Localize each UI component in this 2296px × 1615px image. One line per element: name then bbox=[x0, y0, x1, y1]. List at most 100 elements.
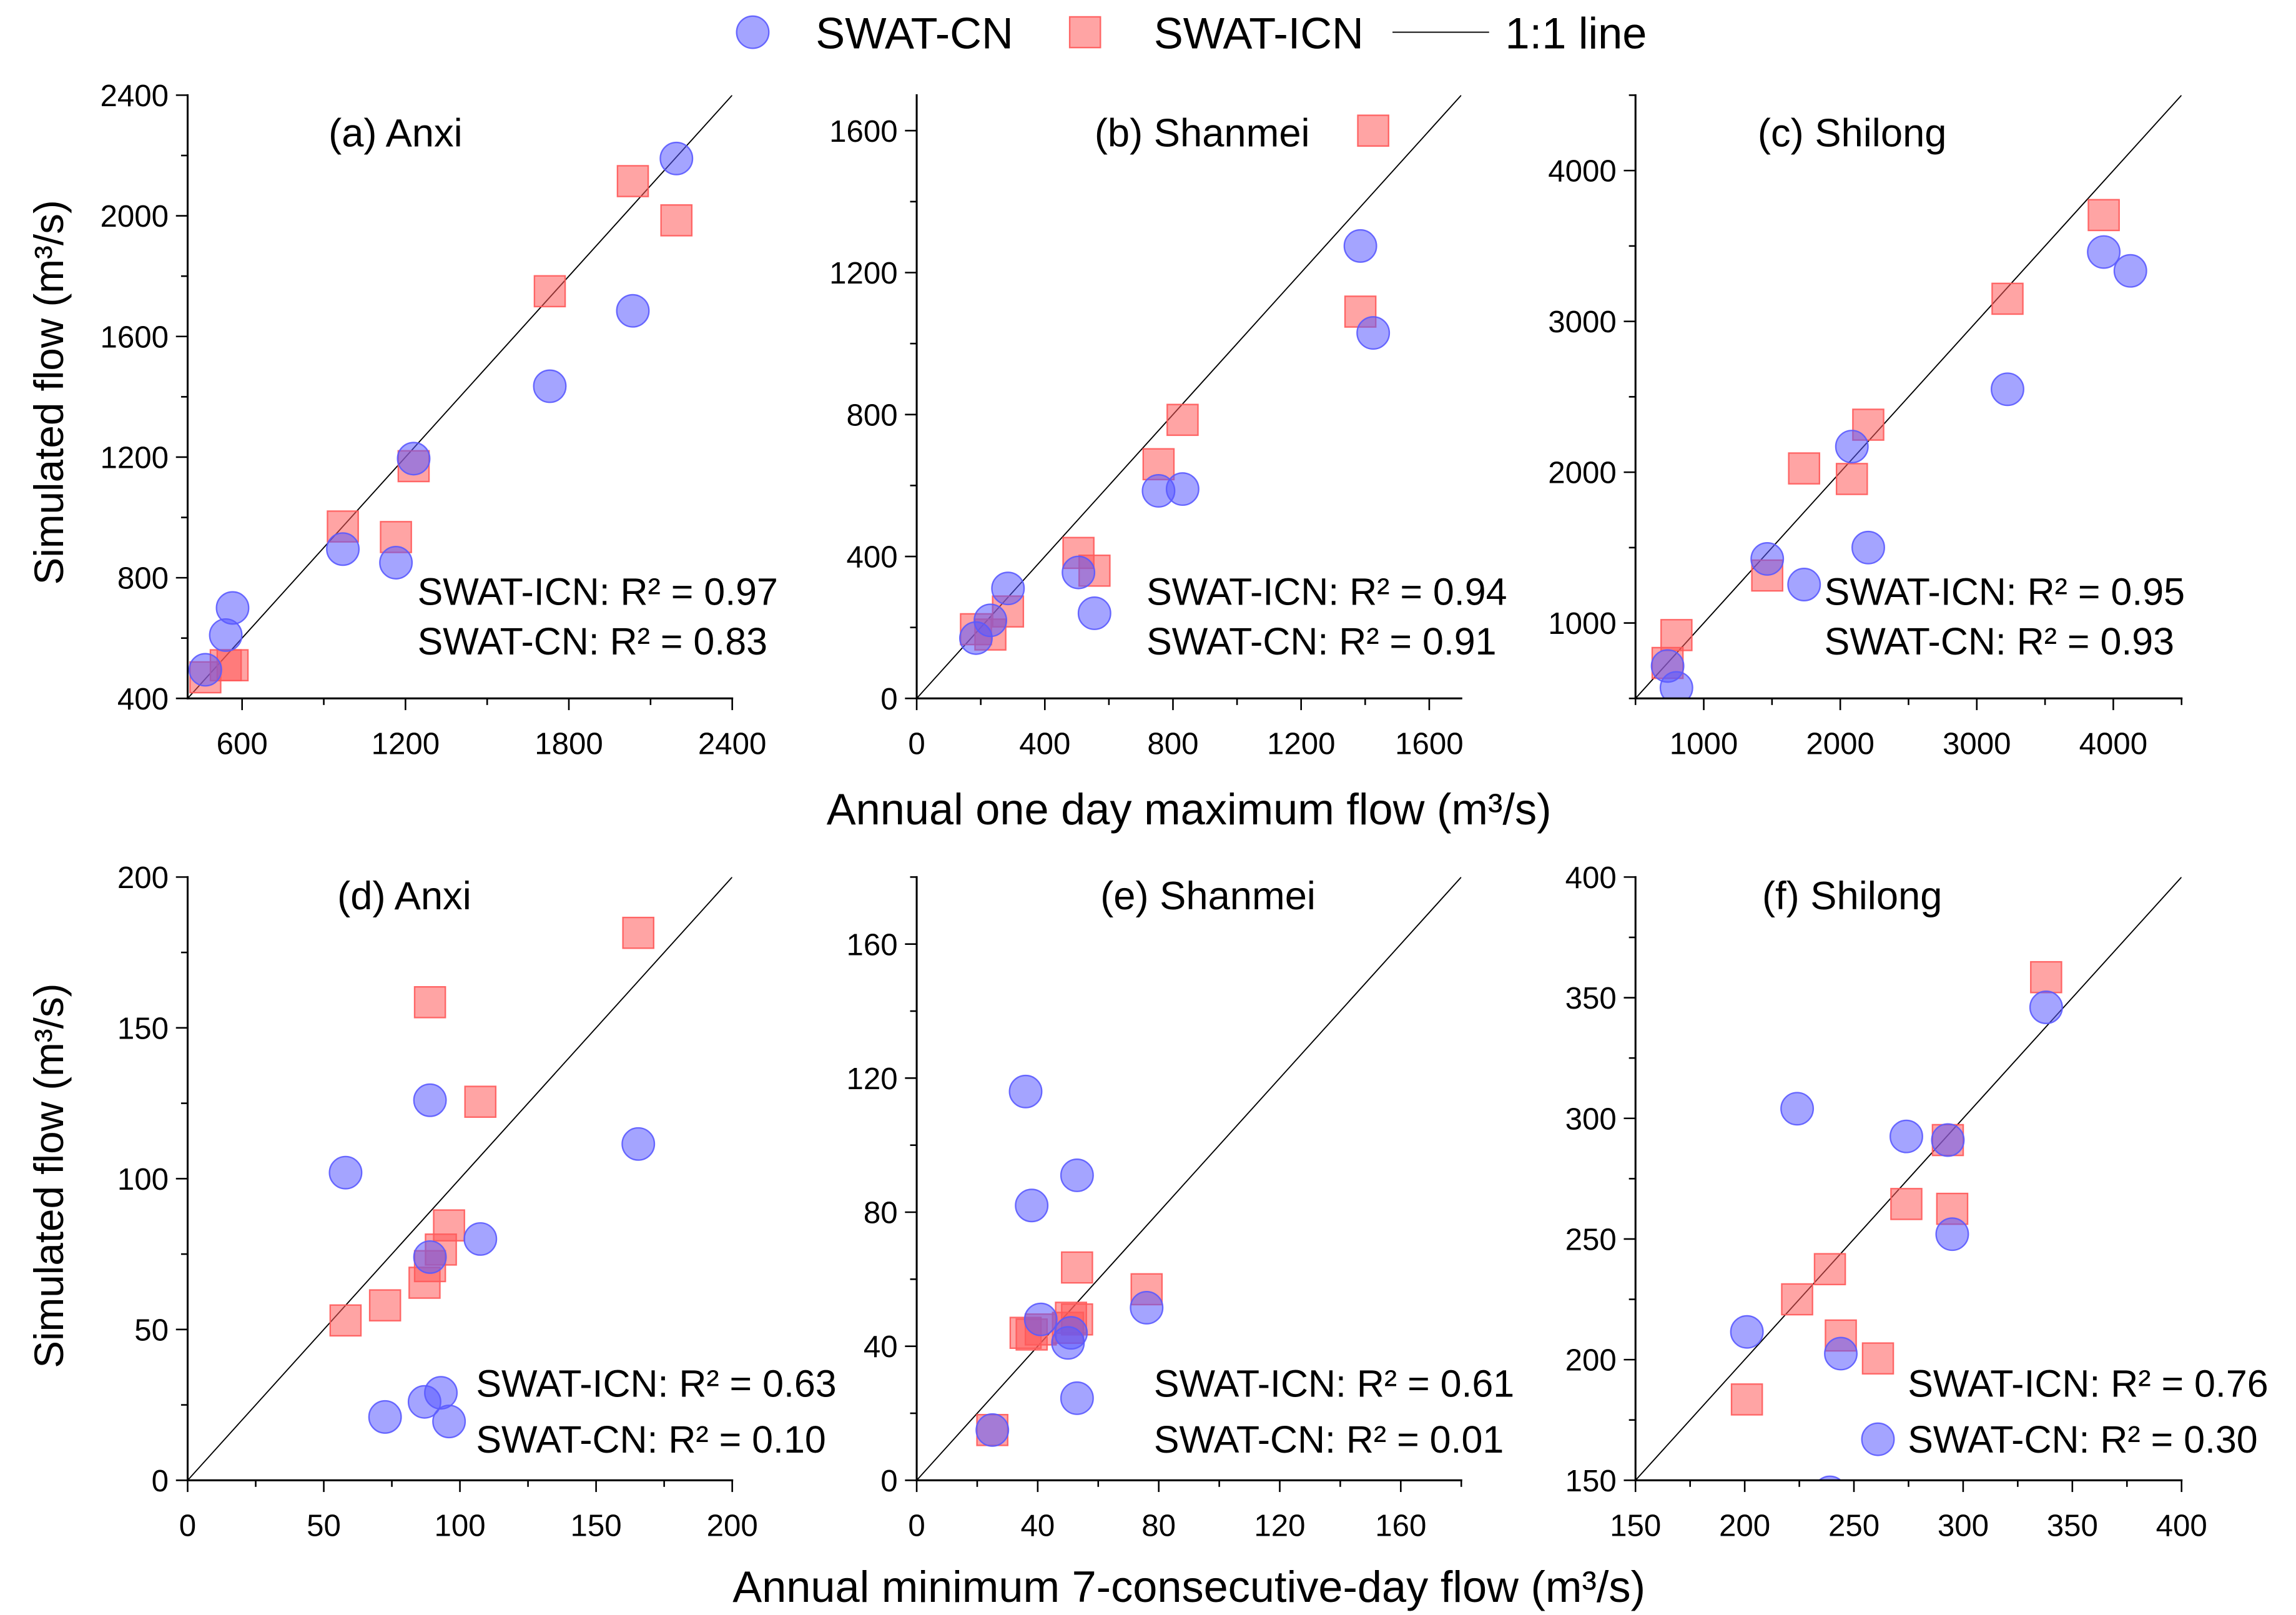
plot-area bbox=[1635, 877, 2182, 1481]
x-tick-label: 400 bbox=[2156, 1508, 2207, 1543]
y-tick-label: 1200 bbox=[101, 441, 169, 475]
legend-swat-cn-marker bbox=[736, 15, 770, 49]
x-tick-label: 800 bbox=[1147, 726, 1198, 761]
swat-cn-point bbox=[1130, 1290, 1164, 1325]
panel-f: 150 200 250 300 350 400 150 200 250 300 350 400 (f) … bbox=[1565, 861, 2269, 1543]
swat-cn-point bbox=[2087, 235, 2121, 269]
x-tick-label: 50 bbox=[307, 1508, 341, 1543]
r2-annotation-swat-cn: SWAT-CN: R² = 0.93 bbox=[1825, 620, 2174, 663]
y-tick-label: 1600 bbox=[101, 320, 169, 354]
swat-cn-point bbox=[1818, 1475, 1842, 1481]
swat-cn-point bbox=[1835, 430, 1869, 464]
panel-e: 0 40 80 120 160 0 40 80 120 160 (e) Shanmei SWAT-IC… bbox=[846, 874, 1514, 1543]
y-tick-label: 400 bbox=[846, 540, 897, 575]
panels: 600 1200 1800 24004008001200160020002400(a)… bbox=[101, 79, 2269, 1543]
swat-cn-point bbox=[1861, 1422, 1895, 1456]
swat-icn-point bbox=[616, 165, 649, 197]
swat-cn-point bbox=[463, 1222, 498, 1256]
swat-icn-point bbox=[1061, 1251, 1093, 1284]
x-tick-label: 120 bbox=[1254, 1508, 1305, 1543]
y-tick-label: 40 bbox=[864, 1330, 898, 1364]
y-tick-label: 150 bbox=[1565, 1464, 1617, 1498]
x-axis-title-top: Annual one day maximum flow (m³/s) bbox=[827, 784, 1552, 834]
swat-icn-point bbox=[660, 204, 693, 237]
y-tick-label: 80 bbox=[864, 1196, 898, 1230]
swat-cn-point bbox=[1730, 1315, 1764, 1349]
swat-cn-point bbox=[368, 1400, 402, 1434]
swat-cn-point bbox=[991, 571, 1025, 606]
swat-cn-point bbox=[1023, 1302, 1058, 1336]
x-tick-label: 1800 bbox=[535, 726, 603, 761]
swat-cn-point bbox=[1780, 1092, 1815, 1126]
panel-title: (c) Shilong bbox=[1758, 111, 1947, 155]
swat-icn-point bbox=[1813, 1253, 1846, 1286]
r2-annotation-swat-icn: SWAT-ICN: R² = 0.94 bbox=[1146, 570, 1507, 613]
r2-annotation-swat-cn: SWAT-CN: R² = 0.83 bbox=[418, 620, 767, 663]
swat-cn-point bbox=[2113, 254, 2147, 288]
x-tick-label: 200 bbox=[707, 1508, 758, 1543]
y-tick-label: 150 bbox=[117, 1011, 169, 1045]
plot-area bbox=[187, 877, 732, 1481]
swat-cn-point bbox=[1015, 1188, 1049, 1223]
r2-annotation-swat-icn: SWAT-ICN: R² = 0.61 bbox=[1154, 1363, 1514, 1405]
y-tick-label: 2400 bbox=[101, 79, 169, 113]
y-tick-label: 1600 bbox=[829, 114, 898, 149]
plot-area bbox=[187, 95, 732, 699]
swat-icn-point bbox=[622, 916, 654, 949]
r2-annotation-swat-icn: SWAT-ICN: R² = 0.63 bbox=[476, 1363, 836, 1405]
r2-annotation-swat-cn: SWAT-CN: R² = 0.30 bbox=[1908, 1418, 2257, 1461]
swat-cn-point bbox=[1935, 1217, 1969, 1252]
swat-cn-point bbox=[1750, 541, 1785, 576]
x-tick-label: 250 bbox=[1828, 1508, 1880, 1543]
x-tick-label: 0 bbox=[908, 726, 925, 761]
y-tick-label: 0 bbox=[880, 1464, 897, 1498]
one-to-one-line bbox=[1635, 95, 2182, 699]
x-tick-label: 150 bbox=[1610, 1508, 1661, 1543]
legend-swat-icn-marker bbox=[1068, 16, 1101, 49]
r2-annotation-swat-cn: SWAT-CN: R² = 0.10 bbox=[476, 1418, 825, 1461]
y-tick-label: 800 bbox=[117, 561, 169, 596]
legend: SWAT-CN SWAT-ICN 1:1 line bbox=[736, 8, 1647, 57]
swat-cn-point bbox=[326, 532, 360, 566]
swat-icn-point bbox=[2087, 199, 2120, 232]
swat-cn-point bbox=[959, 621, 993, 655]
swat-cn-point bbox=[432, 1405, 466, 1439]
swat-icn-point bbox=[1788, 452, 1821, 485]
swat-cn-point bbox=[397, 442, 431, 476]
y-tick-label: 350 bbox=[1565, 981, 1617, 1015]
r2-annotation-swat-icn: SWAT-ICN: R² = 0.97 bbox=[418, 570, 778, 613]
swat-cn-point bbox=[188, 653, 222, 687]
swat-cn-point bbox=[1062, 555, 1096, 590]
panel-title: (b) Shanmei bbox=[1095, 111, 1310, 155]
y-tick-label: 300 bbox=[1565, 1102, 1617, 1136]
legend-swat-cn-label: SWAT-CN bbox=[815, 8, 1013, 57]
panel-b: 0 400 800 1200 1600 0 400 800 1200 1600 (b) Shanme… bbox=[829, 94, 1507, 761]
y-tick-label: 100 bbox=[117, 1162, 169, 1197]
y-tick-label: 2000 bbox=[101, 199, 169, 234]
swat-icn-point bbox=[368, 1289, 402, 1321]
swat-cn-point bbox=[328, 1155, 363, 1190]
swat-cn-point bbox=[659, 141, 694, 175]
x-tick-label: 1200 bbox=[1267, 726, 1336, 761]
x-tick-label: 2000 bbox=[1806, 726, 1875, 761]
r2-annotation-swat-icn: SWAT-ICN: R² = 0.76 bbox=[1908, 1363, 2268, 1405]
y-tick-label: 0 bbox=[880, 682, 897, 716]
swat-icn-point bbox=[1357, 114, 1389, 147]
one-to-one-line bbox=[917, 877, 1462, 1481]
x-tick-label: 200 bbox=[1719, 1508, 1770, 1543]
x-tick-label: 1600 bbox=[1395, 726, 1464, 761]
y-tick-label: 1000 bbox=[1548, 606, 1617, 641]
swat-cn-point bbox=[1991, 372, 2024, 407]
x-tick-label: 0 bbox=[908, 1508, 925, 1543]
y-tick-label: 800 bbox=[846, 398, 897, 432]
x-tick-label: 600 bbox=[217, 726, 268, 761]
x-tick-label: 300 bbox=[1938, 1508, 1989, 1543]
x-axis-title-bottom: Annual minimum 7-consecutive-day flow (m… bbox=[732, 1562, 1645, 1611]
y-tick-label: 160 bbox=[846, 927, 897, 962]
y-tick-label: 400 bbox=[1565, 861, 1617, 895]
y-tick-label: 1200 bbox=[829, 256, 898, 290]
y-tick-label: 250 bbox=[1565, 1223, 1617, 1257]
one-to-one-line bbox=[1635, 877, 2182, 1481]
y-tick-label: 50 bbox=[134, 1313, 169, 1347]
